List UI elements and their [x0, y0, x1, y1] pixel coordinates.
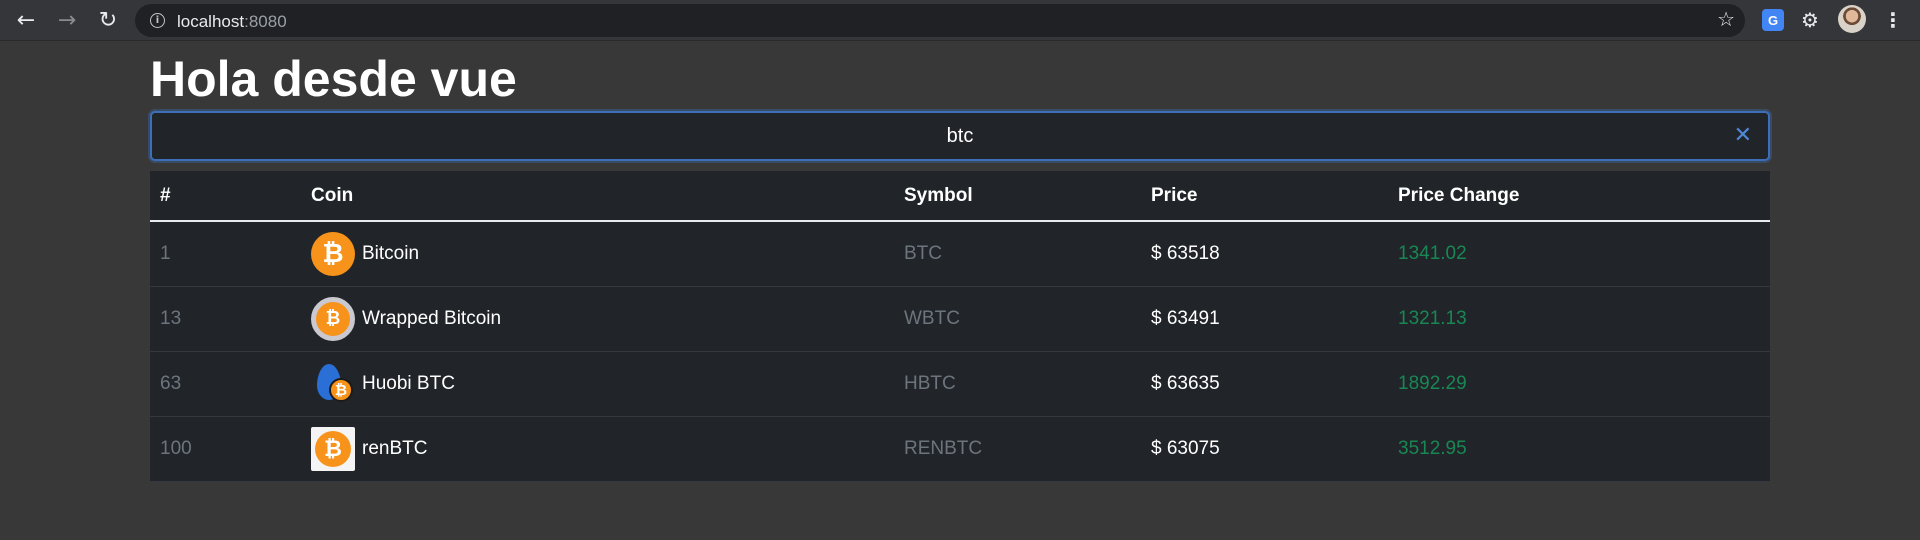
header-coin[interactable]: Coin — [301, 171, 894, 222]
coins-table: # Coin Symbol Price Price Change 1 ₿ Bitc… — [150, 171, 1770, 482]
search-input[interactable] — [152, 113, 1768, 159]
header-price-change[interactable]: Price Change — [1388, 171, 1770, 222]
translate-extension-icon[interactable]: G — [1762, 9, 1784, 31]
url-port: :8080 — [244, 12, 287, 31]
bookmark-star-icon[interactable]: ☆ — [1717, 7, 1735, 31]
coin-cell: ₿ Bitcoin — [301, 221, 894, 287]
coin-name: Wrapped Bitcoin — [362, 307, 502, 329]
price-change-cell: 1321.13 — [1388, 286, 1770, 352]
wrapped-bitcoin-logo-icon: ₿ — [311, 296, 355, 341]
price-cell: $ 63635 — [1141, 351, 1388, 417]
price-change-cell: 1341.02 — [1388, 221, 1770, 287]
profile-avatar[interactable] — [1838, 5, 1866, 33]
table-row[interactable]: 63 ₿ Huobi BTC HBTC $ 63635 1892.29 — [150, 351, 1770, 417]
table-header-row: # Coin Symbol Price Price Change — [150, 171, 1770, 222]
forward-arrow-icon[interactable]: → — [57, 8, 77, 33]
huobi-btc-logo-icon: ₿ — [311, 362, 355, 406]
url-text[interactable]: localhost:8080 — [177, 12, 287, 32]
bitcoin-logo-icon: ₿ — [311, 231, 355, 276]
table-row[interactable]: 1 ₿ Bitcoin BTC $ 63518 1341.02 — [150, 221, 1770, 287]
header-symbol[interactable]: Symbol — [894, 171, 1141, 222]
price-cell: $ 63491 — [1141, 286, 1388, 352]
renbtc-logo-icon: ₿ — [311, 426, 355, 471]
symbol-cell: HBTC — [894, 351, 1141, 417]
rank-cell: 100 — [150, 416, 301, 482]
address-bar[interactable]: i localhost:8080 ☆ — [135, 4, 1745, 37]
rank-cell: 13 — [150, 286, 301, 352]
clear-search-icon[interactable]: ✕ — [1733, 123, 1752, 148]
price-change-cell: 1892.29 — [1388, 351, 1770, 417]
coin-cell: ₿ Huobi BTC — [301, 351, 894, 417]
coin-name: renBTC — [362, 437, 428, 459]
price-cell: $ 63075 — [1141, 416, 1388, 482]
site-info-icon[interactable]: i — [150, 13, 165, 28]
url-host: localhost — [177, 12, 245, 31]
header-price[interactable]: Price — [1141, 171, 1388, 222]
symbol-cell: BTC — [894, 221, 1141, 287]
browser-toolbar: ← → ↻ i localhost:8080 ☆ G ⚙ ⋮ — [0, 0, 1920, 41]
browser-menu-icon[interactable]: ⋮ — [1883, 8, 1903, 32]
rank-cell: 63 — [150, 351, 301, 417]
header-rank[interactable]: # — [150, 171, 301, 222]
extensions-puzzle-icon[interactable]: ⚙ — [1801, 8, 1819, 32]
coin-cell: ₿ Wrapped Bitcoin — [301, 286, 894, 352]
rank-cell: 1 — [150, 221, 301, 287]
table-row[interactable]: 13 ₿ Wrapped Bitcoin WBTC $ 63491 1321.13 — [150, 286, 1770, 352]
page-title: Hola desde vue — [150, 51, 517, 107]
reload-icon[interactable]: ↻ — [98, 8, 118, 33]
table-row[interactable]: 100 ₿ renBTC RENBTC $ 63075 3512.95 — [150, 416, 1770, 482]
symbol-cell: RENBTC — [894, 416, 1141, 482]
price-change-cell: 3512.95 — [1388, 416, 1770, 482]
coin-cell: ₿ renBTC — [301, 416, 894, 482]
back-arrow-icon[interactable]: ← — [16, 8, 36, 33]
coin-name: Bitcoin — [362, 242, 420, 264]
symbol-cell: WBTC — [894, 286, 1141, 352]
search-box: ✕ — [150, 111, 1770, 161]
app-container: Hola desde vue ✕ # Coin Symbol Price Pri… — [150, 41, 1770, 482]
price-cell: $ 63518 — [1141, 221, 1388, 287]
coin-name: Huobi BTC — [362, 372, 455, 394]
